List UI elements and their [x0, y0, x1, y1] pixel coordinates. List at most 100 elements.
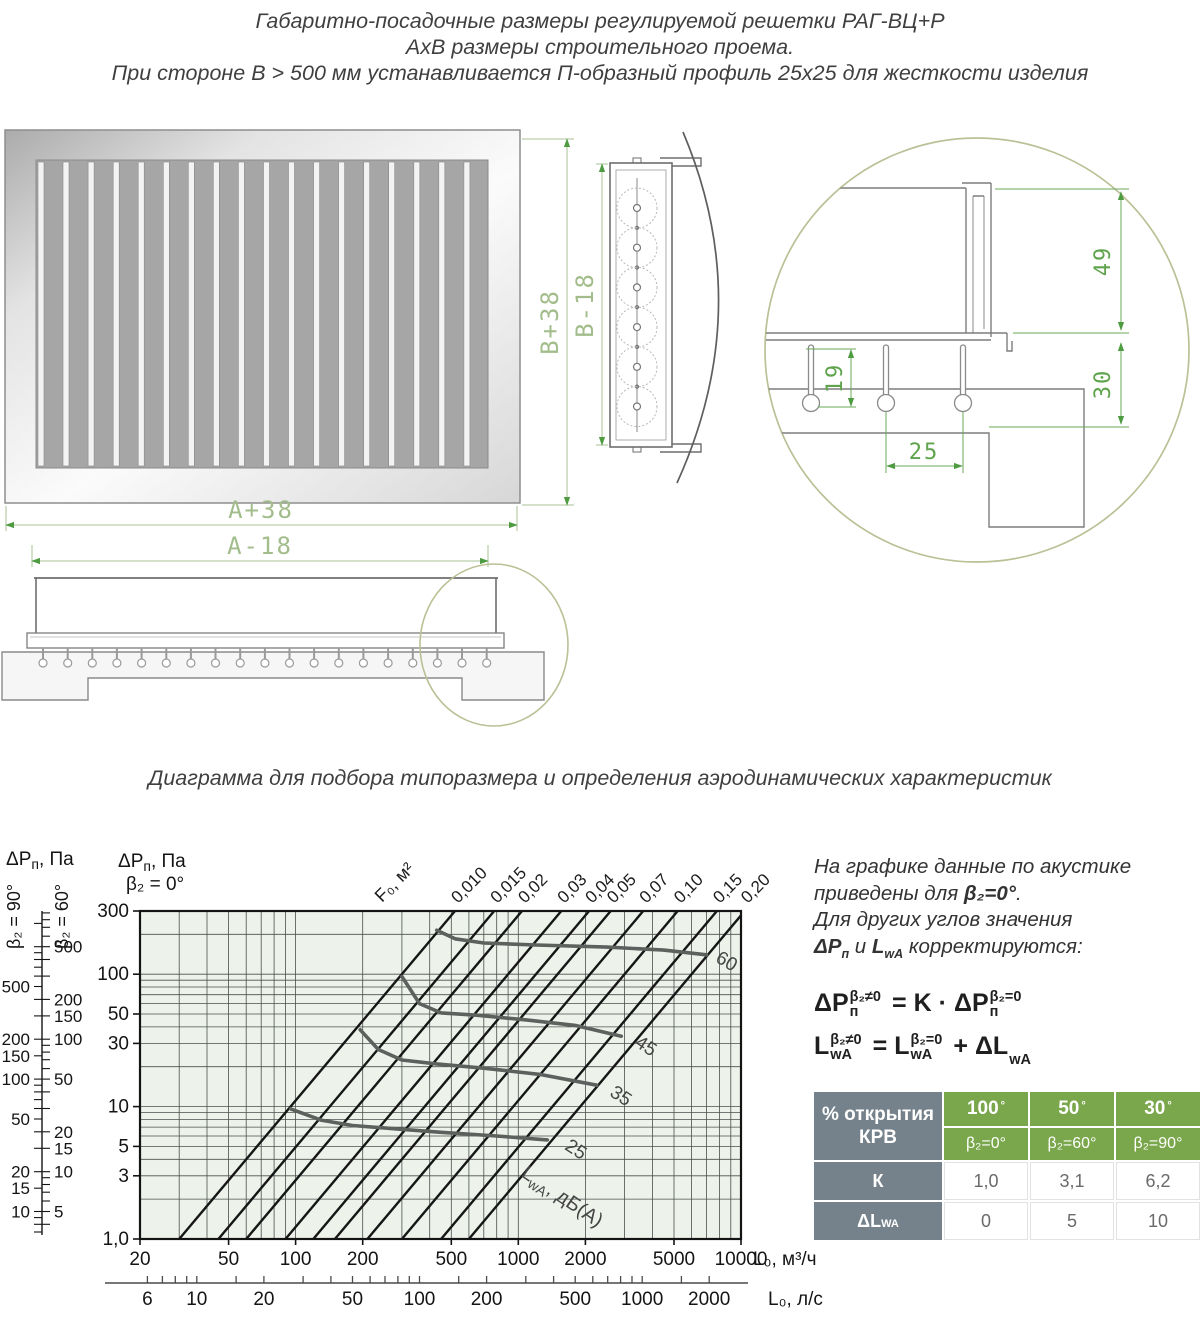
table-header-angle-30: 30 °	[1116, 1092, 1200, 1126]
dim-a-inner: A-18	[227, 532, 293, 560]
detail-marker-circle	[419, 563, 569, 727]
grille-slats	[37, 161, 471, 467]
svg-text:0,010: 0,010	[447, 863, 491, 907]
svg-text:0,10: 0,10	[670, 870, 707, 907]
svg-text:500: 500	[54, 938, 82, 957]
note-line-3: Для других углов значения	[814, 908, 1073, 931]
svg-text:2000: 2000	[564, 1249, 606, 1270]
svg-text:0,15: 0,15	[709, 870, 746, 907]
title-line-3: При стороне В > 500 мм устанавливается П…	[111, 61, 1089, 85]
dimension-lines	[5, 138, 608, 567]
svg-text:10: 10	[108, 1097, 129, 1118]
title-line-2: АхВ размеры строительного проема.	[405, 35, 795, 59]
f0-area-lines	[178, 911, 741, 1239]
diagram-title: Диаграмма для подбора типоразмера и опре…	[148, 766, 1052, 790]
svg-text:50: 50	[342, 1289, 363, 1310]
svg-text:1,0: 1,0	[103, 1229, 129, 1250]
svg-text:20: 20	[253, 1289, 274, 1310]
svg-text:20: 20	[11, 1163, 30, 1182]
selection-diagram: 0,010 0,015 0,02 0,03 0,04 0,05 0,07 0,10 0,15 0,…	[0, 845, 860, 1314]
table-header-main: % открытия КРВ	[814, 1092, 942, 1160]
svg-text:5: 5	[54, 1203, 63, 1222]
dim-b-inner: B-18	[571, 272, 599, 338]
table-header-angle-100: 100 °	[944, 1092, 1028, 1126]
axis-ticks-and-labels: 1,0 3 5 10 30 50 100 300 20 50 100 200 500 1000 2000 50…	[97, 851, 816, 1270]
noise-level-curves	[288, 928, 709, 1142]
svg-text:0,03: 0,03	[554, 870, 591, 907]
svg-text:6: 6	[142, 1289, 153, 1310]
table-cell-k-50: 3,1	[1030, 1162, 1114, 1200]
table-cell-dlwa-30: 10	[1116, 1202, 1200, 1240]
dim-b-outer: B+38	[536, 289, 564, 355]
svg-text:15: 15	[11, 1179, 30, 1198]
svg-text:F₀, м²: F₀, м²	[371, 859, 418, 906]
svg-text:3: 3	[118, 1166, 129, 1187]
table-cell-k-100: 1,0	[944, 1162, 1028, 1200]
section-view	[609, 131, 720, 484]
svg-text:20: 20	[129, 1249, 150, 1270]
svg-text:1000: 1000	[621, 1289, 663, 1310]
svg-text:10: 10	[54, 1163, 73, 1182]
fastener-pins	[38, 648, 492, 668]
diagram-grid	[139, 910, 742, 1240]
detail-section-lines	[766, 182, 1085, 528]
acoustic-notes: На графике данные по акустике приведены …	[814, 854, 1200, 967]
svg-text:200: 200	[54, 990, 82, 1009]
svg-text:5: 5	[118, 1136, 129, 1157]
svg-text:β₂ = 60°: β₂ = 60°	[52, 884, 72, 949]
svg-text:200: 200	[2, 1030, 30, 1049]
technical-drawings: A+38 A-18 B+38 B-18	[0, 118, 1200, 750]
svg-text:10000: 10000	[715, 1249, 768, 1270]
svg-text:100: 100	[97, 964, 129, 985]
svg-text:100: 100	[2, 1070, 30, 1089]
detail-pins	[801, 344, 973, 413]
svg-text:50: 50	[11, 1110, 30, 1129]
dim-detail-19: 19	[823, 363, 848, 394]
table-header-beta-0: β₂=0°	[944, 1128, 1028, 1160]
svg-text:100: 100	[54, 1030, 82, 1049]
svg-text:10: 10	[11, 1203, 30, 1222]
svg-text:0,07: 0,07	[636, 870, 673, 907]
table-header-angle-50: 50 °	[1030, 1092, 1114, 1126]
svg-text:15: 15	[54, 1139, 73, 1158]
svg-text:ΔPп, Па: ΔPп, Па	[118, 851, 186, 874]
svg-text:50: 50	[218, 1249, 239, 1270]
svg-text:10: 10	[186, 1289, 207, 1310]
page-title: Габаритно-посадочные размеры регулируемо…	[0, 8, 1200, 86]
note-line-2: приведены для β₂=0°.	[814, 881, 1022, 905]
svg-text:5000: 5000	[653, 1249, 695, 1270]
dim-a-outer: A+38	[228, 496, 294, 524]
svg-text:20: 20	[54, 1123, 73, 1142]
svg-text:L₀, л/с: L₀, л/с	[768, 1289, 823, 1310]
svg-text:β₂ = 0°: β₂ = 0°	[126, 874, 184, 895]
dim-detail-49: 49	[1091, 246, 1116, 277]
detail-cut-arc	[676, 131, 720, 484]
svg-text:100: 100	[404, 1289, 436, 1310]
dim-detail-30: 30	[1091, 369, 1116, 400]
table-row-label-k: К	[814, 1162, 942, 1200]
svg-text:50: 50	[54, 1070, 73, 1089]
svg-text:50: 50	[108, 1004, 129, 1025]
svg-text:500: 500	[559, 1289, 591, 1310]
svg-text:2000: 2000	[688, 1289, 730, 1310]
detail-boundary	[764, 137, 1190, 563]
svg-text:ΔPп, Па: ΔPп, Па	[6, 849, 74, 872]
title-line-1: Габаритно-посадочные размеры регулируемо…	[255, 9, 945, 33]
table-header-beta-60: β₂=60°	[1030, 1128, 1114, 1160]
detail-view: 49 30 19 25	[764, 137, 1190, 563]
note-line-1: На графике данные по акустике	[814, 855, 1132, 878]
drawings-svg: A+38 A-18 B+38 B-18	[1, 129, 1190, 727]
svg-text:200: 200	[471, 1289, 503, 1310]
svg-text:L₀, м³/ч: L₀, м³/ч	[753, 1249, 817, 1270]
table-cell-dlwa-100: 0	[944, 1202, 1028, 1240]
correction-table: % открытия КРВ 100 ° 50 ° 30 ° β₂=0° β₂=60°…	[814, 1092, 1200, 1240]
dim-detail-25: 25	[909, 440, 940, 465]
front-view	[4, 129, 521, 504]
note-line-4: ΔPп и LwA корректируются:	[814, 934, 1083, 961]
svg-text:300: 300	[97, 901, 129, 922]
